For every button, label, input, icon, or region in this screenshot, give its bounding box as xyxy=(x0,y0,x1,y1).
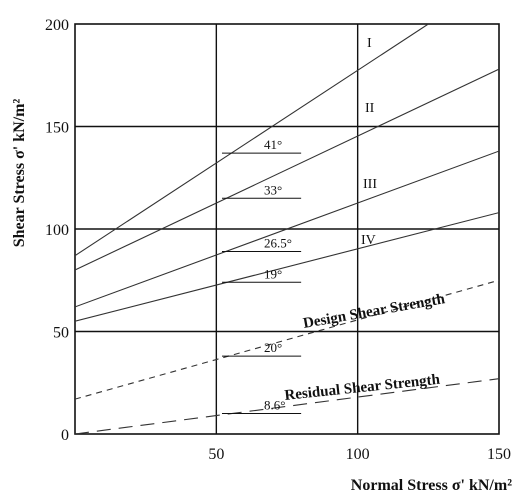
x-axis-label: Normal Stress σ' kN/m² xyxy=(351,477,512,494)
x-tick-label: 100 xyxy=(346,446,370,463)
series-line-1 xyxy=(75,24,429,257)
x-tick-label: 50 xyxy=(208,446,224,463)
series-label-5: Design Shear Strength xyxy=(302,291,447,332)
series-line-2 xyxy=(75,68,499,271)
angle-annotations: 41° 33° 26.5° 19° 20° 8.6° xyxy=(221,137,302,414)
series-line-6 xyxy=(75,378,499,434)
y-axis-label: Shear Stress σ' kN/m² xyxy=(11,99,28,248)
series-line-4 xyxy=(75,212,499,322)
y-tick-label: 0 xyxy=(61,427,69,444)
plot-frame xyxy=(74,23,500,435)
axis-ticks: 0 50 100 150 200 50 100 150 xyxy=(45,17,511,463)
angle-label: 26.5° xyxy=(264,236,292,251)
y-tick-label: 50 xyxy=(53,325,69,342)
series-line-5 xyxy=(75,279,499,400)
series-label-6: Residual Shear Strength xyxy=(284,372,442,404)
angle-label: 33° xyxy=(264,182,282,197)
series-line-3 xyxy=(75,150,499,308)
y-tick-label: 100 xyxy=(45,222,69,239)
y-tick-label: 150 xyxy=(45,120,69,137)
angle-label: 19° xyxy=(264,266,282,281)
series-label-4: IV xyxy=(361,233,376,248)
y-tick-label: 200 xyxy=(45,17,69,34)
x-tick-label: 150 xyxy=(487,446,511,463)
angle-label: 8.6° xyxy=(264,398,285,413)
angle-label: 41° xyxy=(264,137,282,152)
plot-border xyxy=(74,23,500,435)
series-label-1: I xyxy=(367,36,372,51)
grid xyxy=(75,24,499,434)
series-lines xyxy=(75,24,499,434)
series-label-2: II xyxy=(365,101,375,116)
angle-label: 20° xyxy=(264,340,282,355)
series-label-3: III xyxy=(363,177,377,192)
